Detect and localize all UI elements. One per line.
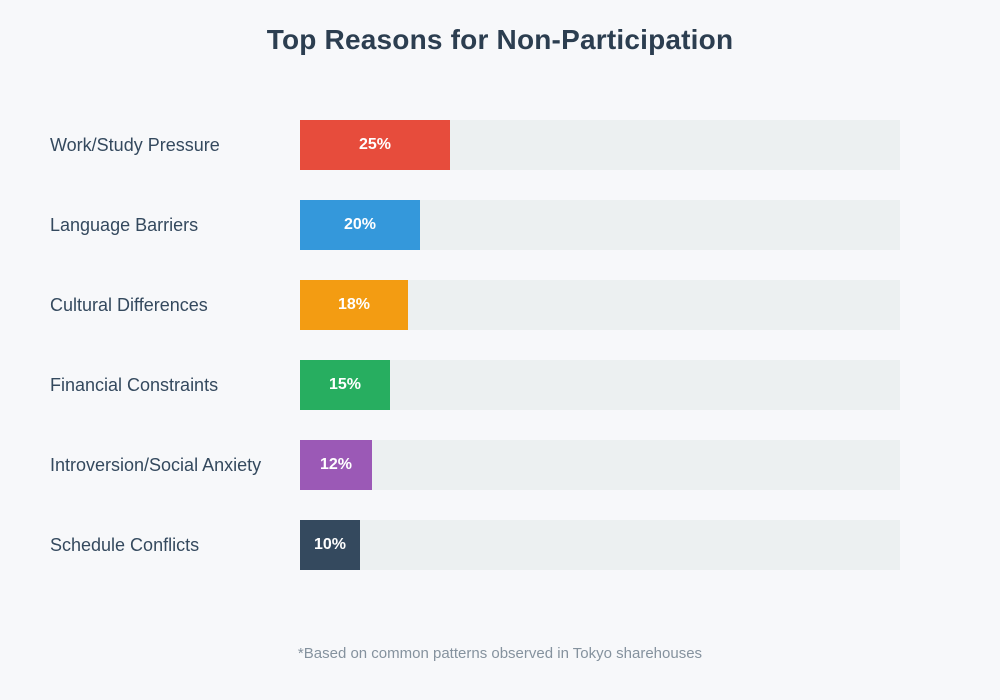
bar-category-label: Work/Study Pressure (50, 134, 220, 155)
bar-fill: 15% (300, 360, 390, 410)
bar-row: Financial Constraints 15% (50, 360, 900, 410)
bar-row: Introversion/Social Anxiety 12% (50, 440, 900, 490)
bar-track: 10% (300, 520, 900, 570)
bar-category-label: Financial Constraints (50, 374, 219, 395)
bar-row: Work/Study Pressure 25% (50, 120, 900, 170)
bar-value-label: 20% (343, 216, 377, 233)
bar-fill: 12% (300, 440, 372, 490)
bar-category-label: Language Barriers (50, 214, 199, 235)
bar-category-label: Schedule Conflicts (50, 534, 200, 555)
bar-row: Language Barriers 20% (50, 200, 900, 250)
bar-value-label: 18% (337, 296, 371, 313)
footnote: *Based on common patterns observed in To… (297, 645, 703, 662)
bar-row: Schedule Conflicts 10% (50, 520, 900, 570)
bar-fill: 25% (300, 120, 450, 170)
bar-chart: Work/Study Pressure 25% Language Barrier… (50, 120, 900, 600)
chart-title: Top Reasons for Non-Participation (266, 24, 734, 55)
bar-track: 18% (300, 280, 900, 330)
bar-track: 15% (300, 360, 900, 410)
bar-fill: 20% (300, 200, 420, 250)
bar-category-label: Introversion/Social Anxiety (50, 454, 262, 475)
bar-value-label: 12% (319, 456, 353, 473)
bar-track: 12% (300, 440, 900, 490)
bar-track: 25% (300, 120, 900, 170)
bar-row: Cultural Differences 18% (50, 280, 900, 330)
bar-value-label: 15% (328, 376, 362, 393)
bar-value-label: 10% (313, 536, 347, 553)
bar-fill: 10% (300, 520, 360, 570)
bar-category-label: Cultural Differences (50, 294, 208, 315)
bar-fill: 18% (300, 280, 408, 330)
bar-track: 20% (300, 200, 900, 250)
bar-value-label: 25% (358, 136, 392, 153)
